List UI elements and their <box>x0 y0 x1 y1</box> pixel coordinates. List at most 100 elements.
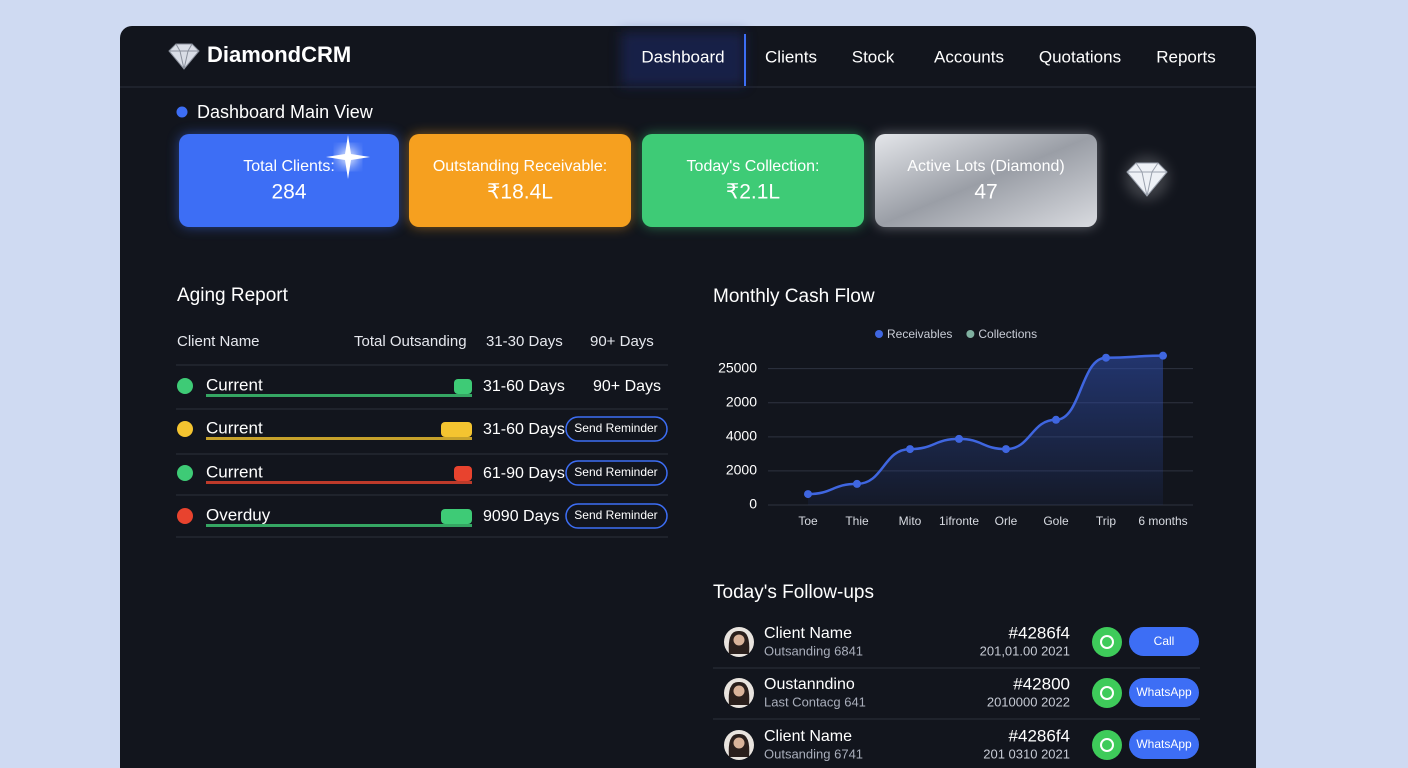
progress-cap <box>454 466 472 481</box>
status-dot <box>177 508 193 524</box>
aging-title: Aging Report <box>177 285 289 306</box>
followup-sub: Outsanding 6841 <box>764 643 863 658</box>
contact-icon[interactable] <box>1092 678 1122 708</box>
table-header: Total Outsanding <box>354 333 467 350</box>
y-tick-label: 2000 <box>726 462 757 478</box>
avatar-face <box>733 737 745 749</box>
chart-title: Monthly Cash Flow <box>713 286 875 307</box>
progress-track <box>206 481 472 484</box>
legend-marker <box>875 330 883 338</box>
reminder-label[interactable]: Send Reminder <box>574 508 657 522</box>
action-label[interactable]: WhatsApp <box>1136 685 1192 699</box>
point <box>906 445 914 454</box>
contact-icon-glyph <box>1100 738 1114 752</box>
nav-item[interactable]: Dashboard <box>641 47 724 66</box>
followup-date: 201 0310 2021 <box>983 746 1070 761</box>
table-header: 90+ Days <box>590 333 654 350</box>
progress-track <box>206 524 472 527</box>
kpi-card <box>875 134 1097 227</box>
client-name: Current <box>206 462 263 481</box>
section-title: Dashboard Main View <box>197 102 374 122</box>
progress-cap <box>454 379 472 394</box>
progress-cap <box>441 422 472 437</box>
nav-item[interactable]: Clients <box>765 47 817 66</box>
reminder-button[interactable] <box>565 503 668 529</box>
followup-id: #4286f4 <box>1009 726 1070 745</box>
point <box>1002 445 1010 454</box>
point <box>1052 415 1060 424</box>
x-tick-label: Gole <box>1043 514 1069 528</box>
client-name: Current <box>206 375 263 394</box>
contact-icon-glyph <box>1100 635 1114 649</box>
followup-name: Client Name <box>764 728 852 745</box>
period: 31-60 Days <box>483 378 565 395</box>
x-tick-label: Thie <box>845 514 869 528</box>
brand: DiamondCRM <box>207 42 351 67</box>
period-extra: 90+ Days <box>593 378 661 395</box>
kpi-label: Outstanding Receivable: <box>433 158 607 175</box>
period: 9090 Days <box>483 508 560 525</box>
client-name: Overduy <box>206 505 271 524</box>
y-tick-label: 4000 <box>726 428 757 444</box>
y-tick-label: 0 <box>749 496 757 512</box>
nav-active-glow <box>621 32 745 86</box>
contact-icon[interactable] <box>1092 627 1122 657</box>
y-tick-label: 25000 <box>718 359 757 375</box>
nav-item[interactable]: Reports <box>1156 47 1216 66</box>
x-tick-label: 6 months <box>1138 514 1187 528</box>
contact-icon[interactable] <box>1092 730 1122 760</box>
followup-date: 201,01.00 2021 <box>980 643 1070 658</box>
status-dot <box>177 378 193 394</box>
period: 61-90 Days <box>483 465 565 482</box>
followup-sub: Last Contacg 641 <box>764 694 866 709</box>
table-header: Client Name <box>177 333 260 350</box>
point <box>1102 353 1110 362</box>
action-button[interactable] <box>1129 678 1199 707</box>
progress-track <box>206 437 472 440</box>
legend-marker <box>966 330 975 338</box>
legend-label: Receivables <box>887 327 952 341</box>
logo-icon <box>168 43 200 70</box>
kpi-card <box>642 134 864 227</box>
followup-date: 2010000 2022 <box>987 694 1070 709</box>
followups-title: Today's Follow-ups <box>713 582 874 603</box>
followup-name: Oustanndino <box>764 676 855 693</box>
action-button[interactable] <box>1129 627 1199 656</box>
nav-item[interactable]: Quotations <box>1039 47 1121 66</box>
action-button[interactable] <box>1129 730 1199 759</box>
kpi-value: 47 <box>974 181 997 204</box>
followup-id: #42800 <box>1013 674 1070 693</box>
legend-label: Collections <box>978 327 1037 341</box>
sparkle <box>326 135 370 179</box>
avatar-face <box>733 685 745 697</box>
diamond-icon <box>1125 156 1169 200</box>
avatar-face <box>733 634 745 646</box>
y-tick-label: 2000 <box>726 393 757 409</box>
table-header: 31-30 Days <box>486 333 563 350</box>
nav-item[interactable]: Stock <box>852 47 895 66</box>
nav-item[interactable]: Accounts <box>934 47 1004 66</box>
status-dot <box>177 421 193 437</box>
x-tick-label: Toe <box>798 514 818 528</box>
x-tick-label: Trip <box>1096 514 1117 528</box>
followup-id: #4286f4 <box>1009 623 1070 642</box>
kpi-value: 284 <box>271 181 306 204</box>
point <box>853 479 861 488</box>
area <box>808 355 1163 505</box>
point <box>804 490 812 499</box>
progress-track <box>206 394 472 397</box>
action-label[interactable]: WhatsApp <box>1136 737 1192 751</box>
action-label[interactable]: Call <box>1154 634 1175 648</box>
point <box>955 434 963 443</box>
reminder-label[interactable]: Send Reminder <box>574 421 657 435</box>
point <box>1159 351 1167 360</box>
contact-icon-glyph <box>1100 686 1114 700</box>
reminder-label[interactable]: Send Reminder <box>574 465 657 479</box>
kpi-value: ₹2.1L <box>726 181 780 204</box>
kpi-label: Total Clients: <box>243 158 335 175</box>
reminder-button[interactable] <box>565 460 668 486</box>
section-dot <box>176 106 188 118</box>
progress-cap <box>441 509 472 524</box>
reminder-button[interactable] <box>565 416 668 442</box>
